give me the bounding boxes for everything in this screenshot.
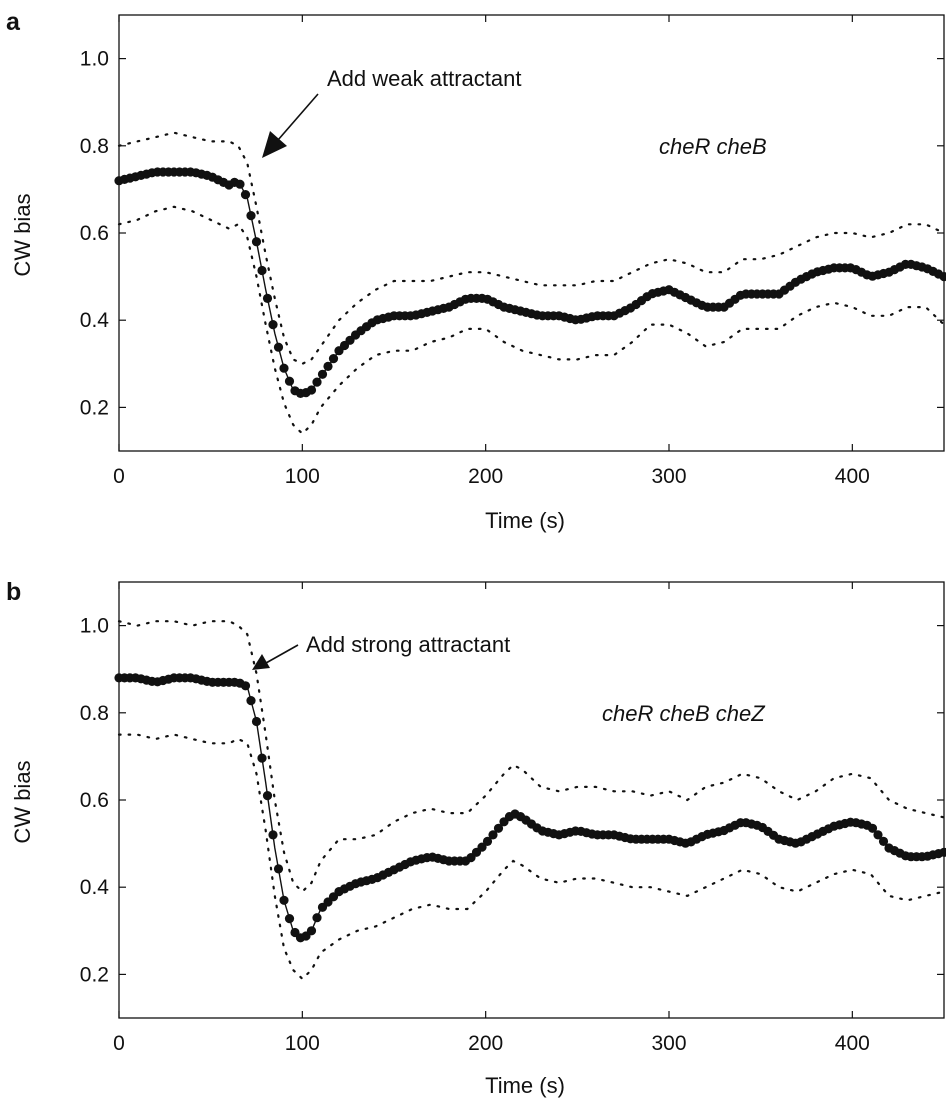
panel-b-y-axis-title: CW bias xyxy=(10,760,35,843)
panel-b-data-point xyxy=(493,823,504,833)
panel-b-x-tick-label: 0 xyxy=(113,1032,125,1055)
panel-a-plot-frame xyxy=(118,14,945,452)
panel-a-y-tick-label: 0.8 xyxy=(80,135,109,158)
panel-a-data-point xyxy=(312,377,322,387)
panel-b-data-point xyxy=(246,696,256,706)
panel-b-y-tick-label: 0.4 xyxy=(80,876,110,899)
panel-a-annotation-text: Add weak attractant xyxy=(327,66,521,91)
panel-b-letter: b xyxy=(6,578,21,606)
panel-b-bound-line xyxy=(117,733,946,981)
panel-b-data-point xyxy=(251,716,262,727)
panel-b-x-axis-title: Time (s) xyxy=(485,1073,565,1098)
panel-b-data-point xyxy=(306,926,317,936)
panel-a-bound-line xyxy=(117,131,946,366)
panel-a-data-point xyxy=(279,363,289,373)
panel-a-x-axis-title: Time (s) xyxy=(485,508,565,533)
panel-b-data-point xyxy=(240,681,251,691)
panel-a-data-point xyxy=(306,385,317,395)
panel-a-x-tick-label: 0 xyxy=(113,465,125,488)
panel-a-strain-label: cheR cheB xyxy=(659,134,767,159)
panel-b-y-tick-label: 0.6 xyxy=(80,789,109,812)
panel-b-y-tick-label: 0.8 xyxy=(80,702,109,725)
panel-b-x-tick-label: 100 xyxy=(285,1032,320,1055)
panel-a-data-point xyxy=(939,272,946,282)
panel-b-annotation-text: Add strong attractant xyxy=(306,632,510,657)
panel-a-x-tick-label: 400 xyxy=(835,465,870,488)
panel-b-data-point xyxy=(488,830,498,840)
panel-b-strain-label: cheR cheB cheZ xyxy=(602,701,766,726)
panel-b-x-tick-label: 400 xyxy=(835,1032,870,1055)
panel-a-mean-line xyxy=(118,171,945,396)
panel-a-data-point xyxy=(268,320,278,330)
panel-a-annotation-arrow xyxy=(262,93,319,158)
panel-b-y-tick-label: 0.2 xyxy=(80,963,109,986)
panel-b-mean-line xyxy=(119,677,945,941)
panel-a-y-tick-label: 0.2 xyxy=(80,396,109,419)
panel-a-y-tick-label: 0.4 xyxy=(80,309,110,332)
panel-a-data-point xyxy=(240,190,251,200)
panel-a-y-tick-label: 0.6 xyxy=(80,222,109,245)
panel-b-data-point xyxy=(477,842,487,852)
panel-b-data-point xyxy=(262,791,273,801)
panel-a-data-point xyxy=(273,342,284,352)
panel-a-data-point xyxy=(323,361,333,371)
panel-b-annotation-arrow xyxy=(252,644,299,670)
panel-b-data-point xyxy=(257,753,267,763)
panel-b-x-tick-label: 300 xyxy=(651,1032,686,1055)
panel-a-data-point xyxy=(317,369,328,379)
panel-b-data-point xyxy=(312,913,322,923)
panel-b-data-point xyxy=(878,836,889,847)
panel-a-data-point xyxy=(262,293,273,303)
panel-a-bound-line xyxy=(117,205,946,436)
panel-a-data-point xyxy=(328,354,339,364)
panel-a-data-point xyxy=(284,376,295,386)
panel-b-data-point xyxy=(939,847,946,857)
panel-b-data-point xyxy=(482,836,493,847)
panel-b-data-point xyxy=(279,895,289,905)
panel-a-y-tick-label: 1.0 xyxy=(80,48,109,71)
panel-b-x-tick-label: 200 xyxy=(468,1032,503,1055)
panel-a-letter: a xyxy=(6,8,21,36)
panel-a-data-point xyxy=(246,211,256,221)
panel-a-data-point xyxy=(257,265,267,276)
panel-b-data-point xyxy=(268,830,278,840)
panel-a-y-axis-title: CW bias xyxy=(10,193,35,276)
panel-b-bound-line xyxy=(117,620,946,894)
panel-b-data-point xyxy=(867,823,878,833)
panel-b-data-point xyxy=(284,914,295,924)
panel-b-data-point xyxy=(873,830,883,840)
panel-a-x-tick-label: 200 xyxy=(468,465,503,488)
panel-a-x-tick-label: 100 xyxy=(285,465,320,488)
panel-a-data-point xyxy=(235,179,245,189)
panel-b-data-point xyxy=(273,864,284,874)
panel-a-data-point xyxy=(251,237,262,247)
panel-a-x-tick-label: 300 xyxy=(651,465,686,488)
panel-b-plot-frame xyxy=(118,581,945,1019)
panel-b-y-tick-label: 1.0 xyxy=(80,615,109,638)
